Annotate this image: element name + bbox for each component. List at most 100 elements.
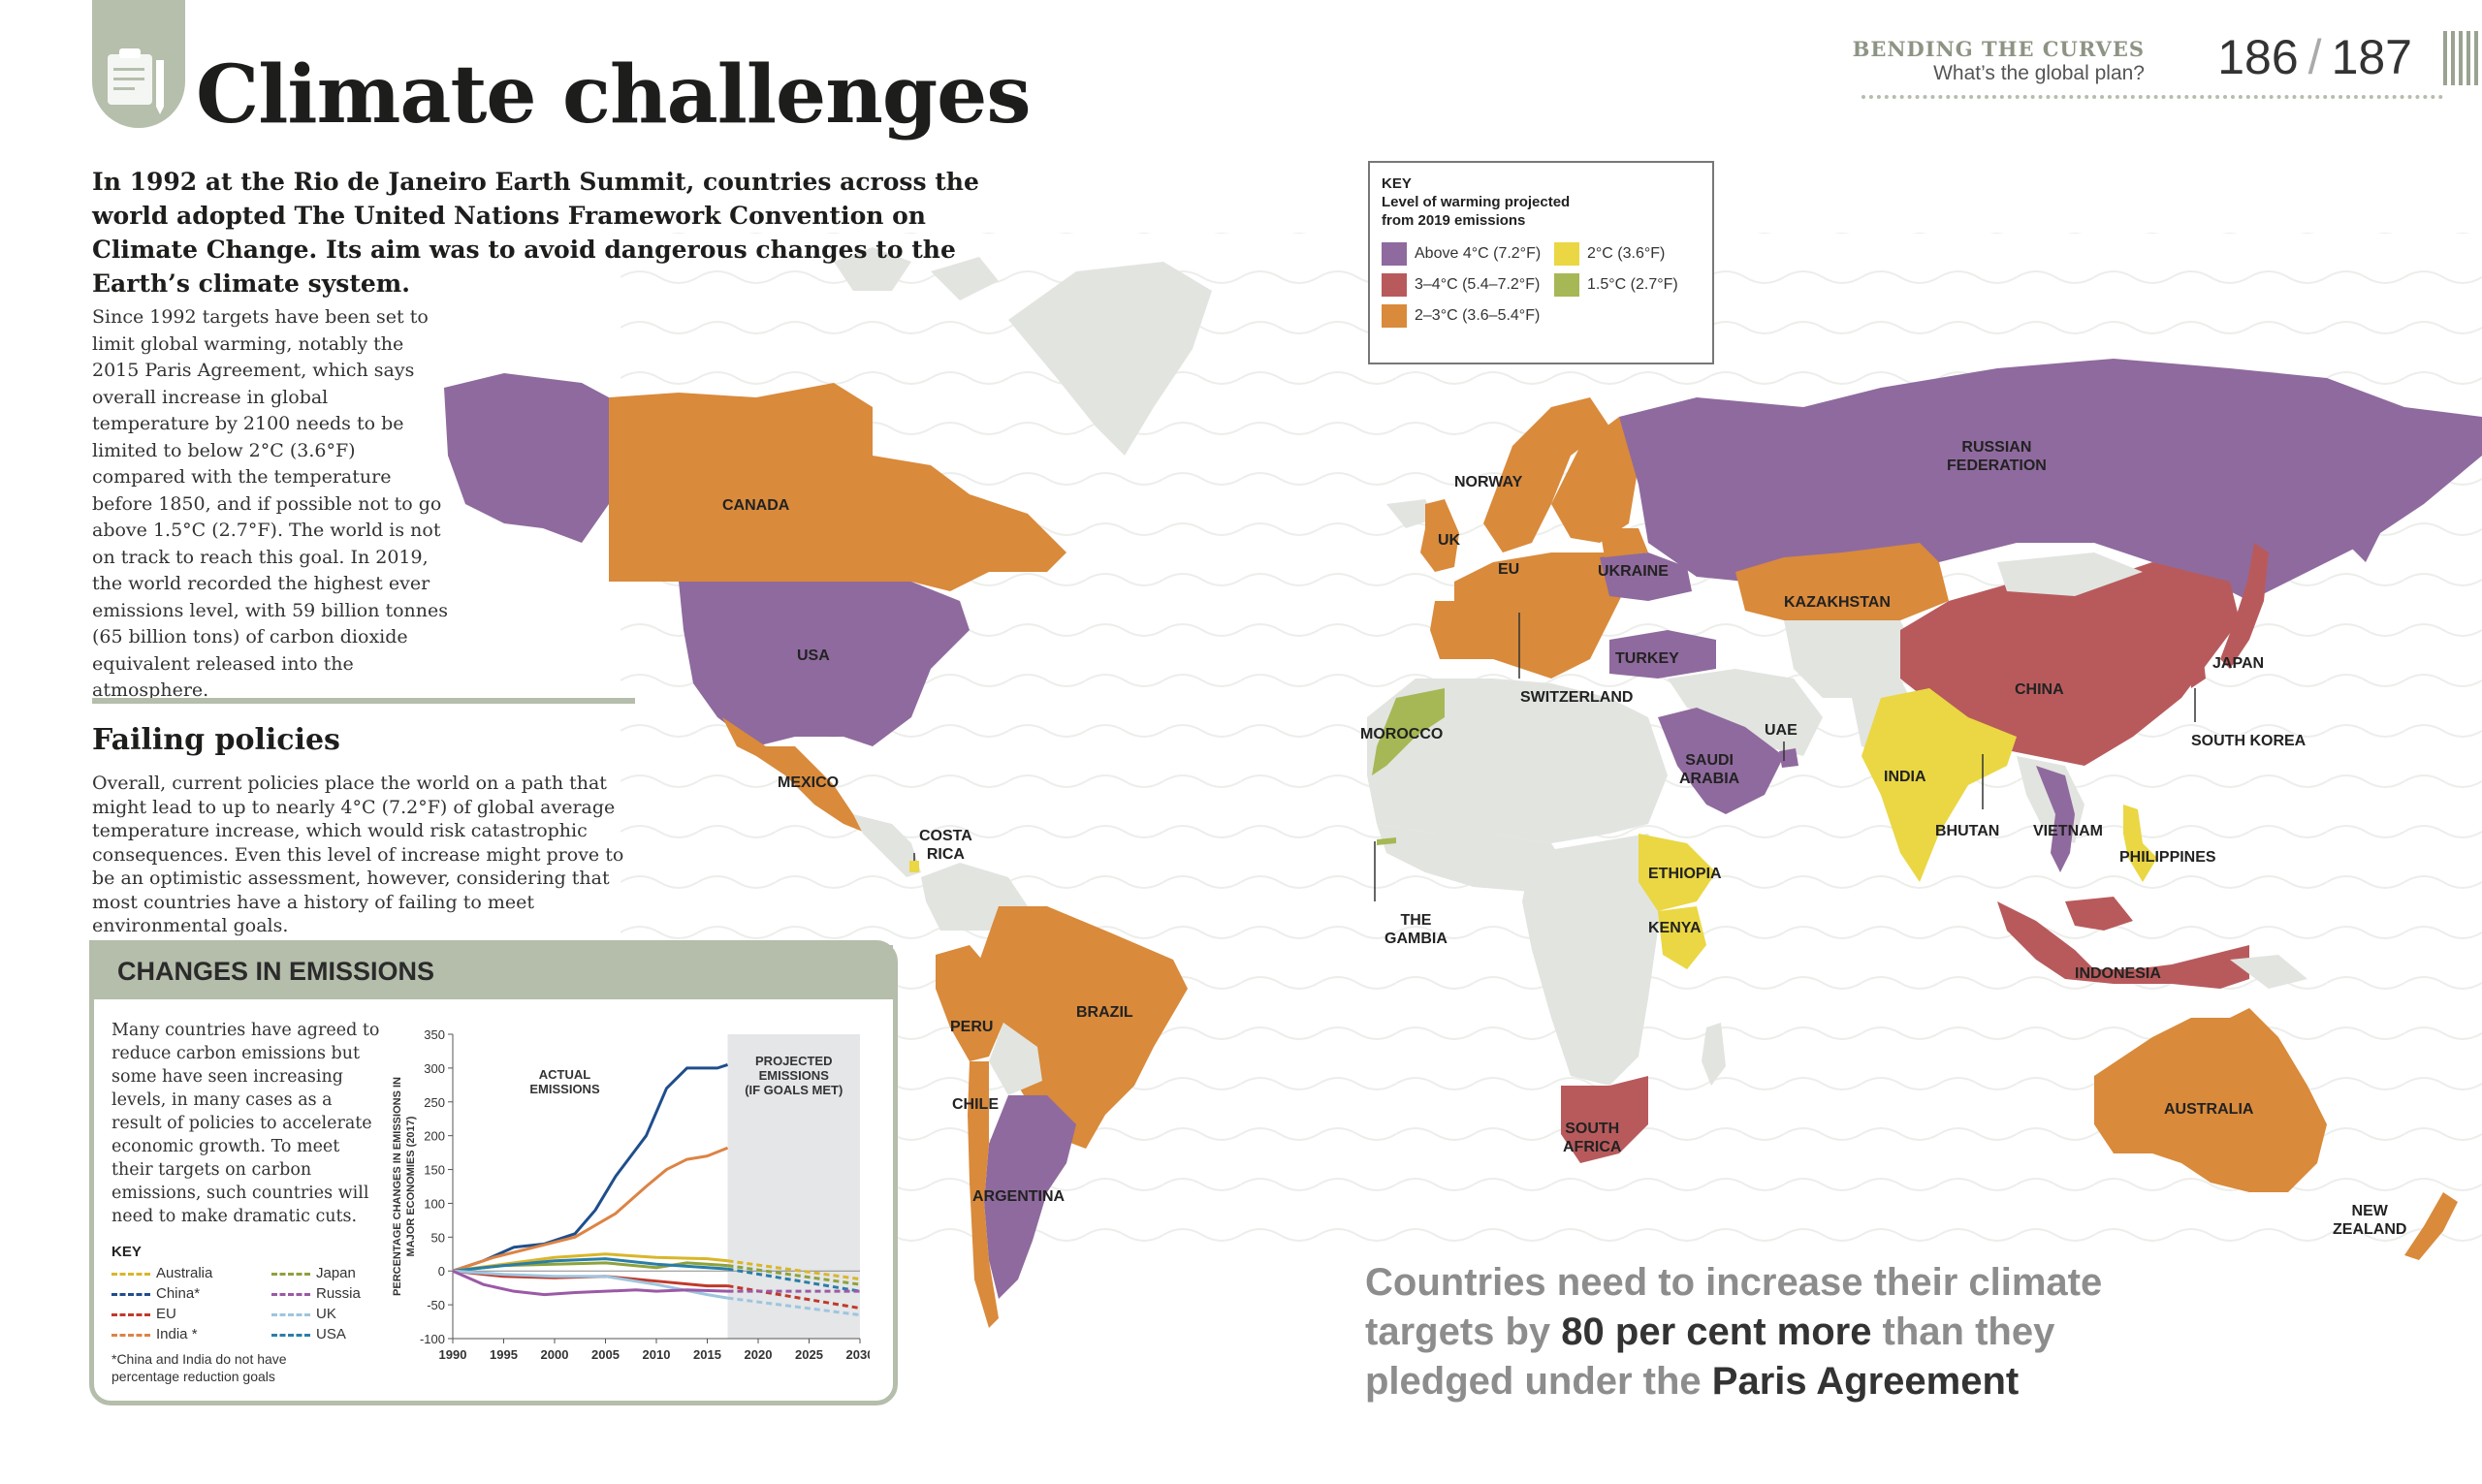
- y-tick-label: 100: [424, 1196, 445, 1211]
- panel-header: [94, 945, 893, 999]
- label-usa: USA: [797, 647, 830, 664]
- key-line-swatch: [111, 1333, 150, 1337]
- chile-shape: [968, 1061, 999, 1328]
- madagascar-shape: [1702, 1023, 1726, 1086]
- section-divider: [92, 698, 635, 704]
- label-uk: UK: [1438, 532, 1461, 549]
- chart-key-item: USA: [271, 1326, 346, 1342]
- chart-key-item: EU: [111, 1306, 176, 1322]
- label-bhutan: BHUTAN: [1935, 823, 2000, 839]
- annotation-actual: ACTUAL EMISSIONS: [529, 1067, 600, 1096]
- chart-key-title: KEY: [111, 1244, 142, 1260]
- key-swatch: [1382, 273, 1407, 297]
- label-kenya: KENYA: [1648, 920, 1702, 936]
- y-tick-label: 50: [431, 1230, 445, 1245]
- page-number-left: 186: [2217, 30, 2299, 84]
- clipboard-icon: [108, 48, 164, 114]
- kamchatka-shape: [2346, 426, 2395, 562]
- middle-east-shape: [1668, 669, 1823, 756]
- central-asia-shape: [1784, 620, 1920, 698]
- chart-key-item: UK: [271, 1306, 336, 1322]
- label-costa-rica: COSTA RICA: [919, 828, 972, 863]
- label-indonesia: INDONESIA: [2075, 965, 2161, 982]
- philippines-shape: [2123, 805, 2157, 882]
- header-rule: [1862, 95, 2443, 99]
- key-line-swatch: [111, 1292, 150, 1296]
- label-argentina: ARGENTINA: [972, 1188, 1066, 1205]
- label-south-korea: SOUTH KOREA: [2191, 733, 2307, 749]
- x-tick-label: 2030: [846, 1347, 870, 1362]
- series-line-usa: [452, 1257, 728, 1273]
- y-tick-label: 350: [424, 1027, 445, 1042]
- y-axis-label: PERCENTAGE CHANGES IN EMISSIONS IN MAJOR …: [392, 1077, 417, 1296]
- body-paragraph: Since 1992 targets have been set to limi…: [92, 306, 449, 701]
- key-label: 3–4°C (5.4–7.2°F): [1415, 276, 1541, 294]
- map-key-item: 3–4°C (5.4–7.2°F): [1382, 273, 1540, 297]
- kazakhstan-shape: [1735, 543, 1949, 630]
- korea-shape: [2186, 635, 2206, 688]
- key-label: India *: [156, 1326, 198, 1342]
- label-saudi-arabia: SAUDI ARABIA: [1679, 752, 1740, 787]
- canada-shape: [609, 383, 1066, 591]
- running-head: BENDING THE CURVES What’s the global pla…: [1853, 37, 2145, 85]
- page-number-right: 187: [2331, 30, 2412, 84]
- label-canada: CANADA: [722, 497, 790, 514]
- eu-shape: [1454, 553, 1629, 679]
- label-india: INDIA: [1884, 769, 1926, 785]
- mongolia-shape: [1997, 553, 2143, 596]
- label-south-africa: SOUTH AFRICA: [1563, 1121, 1622, 1155]
- series-projection-uk: [727, 1296, 861, 1317]
- greenland-shape: [1008, 262, 1212, 456]
- label-chile: CHILE: [952, 1096, 999, 1113]
- edge-tab: [2443, 31, 2482, 85]
- key-line-swatch: [271, 1333, 310, 1337]
- bolivia-shape: [989, 1023, 1042, 1095]
- label-mexico: MEXICO: [778, 774, 840, 791]
- chart-key-item: Japan: [271, 1265, 356, 1281]
- bhutan-shape: [1973, 742, 1993, 756]
- key-line-swatch: [271, 1272, 310, 1276]
- series-projection-japan: [727, 1264, 861, 1286]
- key-line-swatch: [271, 1292, 310, 1296]
- india-shape: [1862, 688, 2017, 882]
- map-key-item: 2–3°C (3.6–5.4°F): [1382, 304, 1540, 328]
- uae-shape: [1779, 748, 1798, 768]
- key-label: Japan: [316, 1265, 356, 1281]
- label-peru: PERU: [950, 1019, 994, 1035]
- key-label: 2°C (3.6°F): [1587, 245, 1666, 263]
- subsection-name: What’s the global plan?: [1933, 62, 2145, 84]
- usa-shape: [679, 582, 970, 746]
- key-swatch: [1382, 304, 1407, 328]
- map-key-item: 2°C (3.6°F): [1554, 242, 1665, 266]
- page-numbers: 186/187: [2217, 30, 2412, 84]
- key-line-swatch: [111, 1312, 150, 1316]
- panel-text: Many countries have agreed to reduce car…: [111, 1021, 380, 1226]
- label-australia: AUSTRALIA: [2164, 1101, 2254, 1118]
- label-kazakhstan: KAZAKHSTAN: [1784, 594, 1891, 611]
- label-brazil: BRAZIL: [1076, 1004, 1133, 1021]
- series-line-china: [452, 1062, 728, 1273]
- map-key-item: 1.5°C (2.7°F): [1554, 273, 1678, 297]
- annotation-projected: PROJECTED EMISSIONS (IF GOALS MET): [745, 1054, 843, 1097]
- kenya-shape: [1658, 906, 1706, 969]
- gambia-shape: [1377, 837, 1396, 845]
- iberia-shape: [1430, 601, 1488, 659]
- emissions-line-chart: -100 -50 0 50 100 150 200 250 300 350 1990 1995 2000…: [392, 1027, 870, 1362]
- x-tick-label: 2025: [795, 1347, 823, 1362]
- failing-policies-text: Overall, current policies place the worl…: [92, 773, 624, 936]
- label-uae: UAE: [1765, 722, 1798, 739]
- chart-footnote: *China and India do not have percentage …: [111, 1351, 287, 1384]
- x-tick-label: 2005: [591, 1347, 620, 1362]
- north-africa-shape: [1367, 679, 1668, 843]
- chart-key-item: Australia: [111, 1265, 212, 1281]
- new-guinea-shape: [2230, 955, 2307, 989]
- central-america-shape: [853, 814, 921, 877]
- key-swatch: [1554, 273, 1579, 297]
- key-label: USA: [316, 1326, 346, 1342]
- y-tick-label: 250: [424, 1095, 445, 1110]
- costa-rica-shape: [909, 861, 919, 872]
- iceland-shape: [1386, 499, 1435, 528]
- key-label: 1.5°C (2.7°F): [1587, 276, 1678, 294]
- australia-shape: [2094, 1008, 2327, 1192]
